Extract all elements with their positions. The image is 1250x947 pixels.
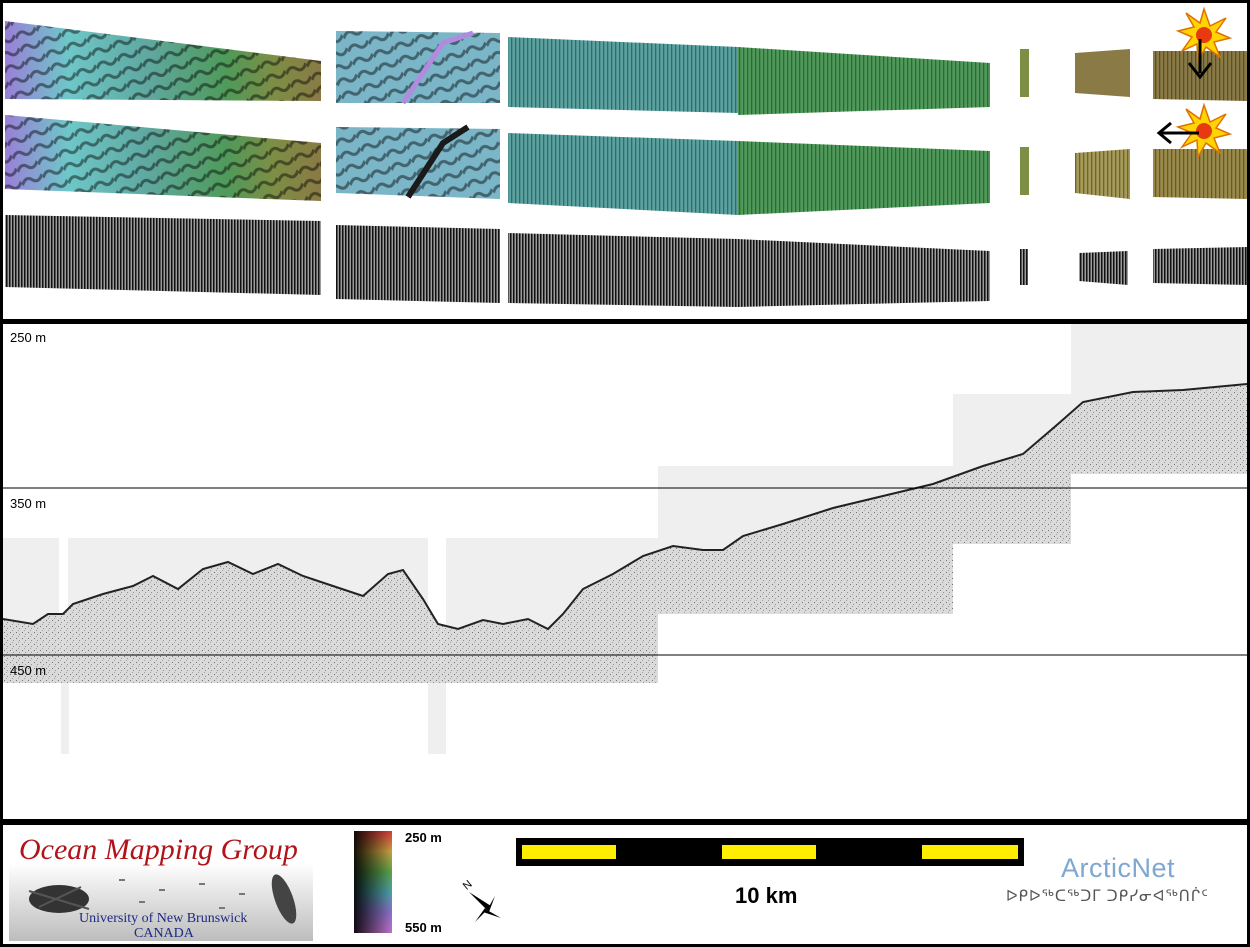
scale-bar <box>516 838 1024 866</box>
arcticnet-logo-text: ArcticNet <box>1061 853 1176 883</box>
illumination-arrow-left-icon <box>1156 121 1199 145</box>
bathymetry-row-east-illumination <box>5 115 1247 215</box>
scale-bar-segment <box>522 845 616 859</box>
north-label: N <box>461 878 475 892</box>
arcticnet-tagline: ᐅᑭᐅᖅᑕᖅᑐᒥ ᑐᑭᓯᓂᐊᖅᑎᒌᑦ <box>1006 888 1209 905</box>
depth-label-250: 250 m <box>10 330 47 345</box>
omg-subtitle-line1: University of New Brunswick <box>79 911 248 926</box>
sun-illumination-icon <box>1175 102 1233 160</box>
backscatter-row <box>5 215 1247 307</box>
bathymetry-strips-svg <box>5 6 1247 307</box>
scale-bar-segment <box>922 845 1018 859</box>
depth-gridlines <box>3 487 1247 656</box>
omg-title: Ocean Mapping Group <box>19 833 298 866</box>
seafloor-reflector <box>3 383 1247 631</box>
colorbar-bottom-label: 550 m <box>405 920 442 935</box>
scale-bar-label: 10 km <box>735 883 798 908</box>
depth-colorbar <box>354 831 392 933</box>
omg-logo-graphic <box>9 863 313 941</box>
depth-label-350: 350 m <box>10 496 47 511</box>
legend-panel: Ocean Mapping Group University of New Br… <box>3 825 1247 944</box>
colorbar-top-label: 250 m <box>405 830 442 845</box>
sediment-fill <box>3 384 1247 683</box>
north-arrow-icon: N <box>461 878 501 922</box>
bathymetry-strips-panel <box>3 3 1247 319</box>
subbottom-profile-panel: 250 m 350 m 450 m <box>3 324 1247 819</box>
bathymetry-row-north-illumination <box>5 21 1247 115</box>
subbottom-profile-svg <box>3 324 1247 754</box>
scale-bar-segment <box>722 845 816 859</box>
omg-subtitle-line2: CANADA <box>134 926 194 941</box>
omg-logo: Ocean Mapping Group University of New Br… <box>9 829 313 941</box>
illumination-arrow-down-icon <box>1187 39 1213 80</box>
depth-label-450: 450 m <box>10 663 47 678</box>
